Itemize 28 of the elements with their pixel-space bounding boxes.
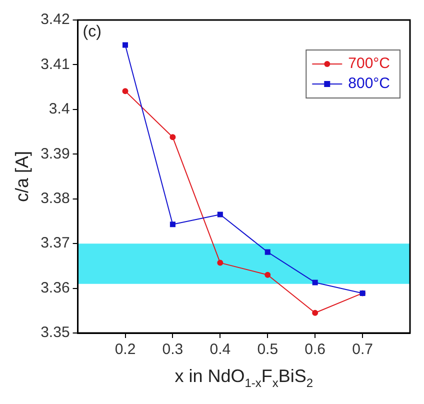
legend-label: 700°C (348, 55, 390, 72)
point (170, 134, 176, 140)
point (122, 88, 128, 94)
point (170, 222, 176, 228)
y-tick-label: 3.35 (40, 324, 70, 342)
y-tick-label: 3.39 (40, 145, 70, 162)
point (312, 310, 318, 316)
point (122, 42, 128, 48)
y-tick-label: 3.37 (40, 234, 70, 252)
x-tick-label: 0.7 (352, 341, 373, 358)
point (217, 212, 223, 218)
x-tick-label: 0.2 (114, 341, 136, 358)
y-tick-label: 3.4 (48, 100, 70, 118)
point (264, 272, 271, 278)
point (217, 260, 224, 266)
y-tick-label: 3.36 (40, 279, 70, 296)
y-tick-label: 3.41 (40, 56, 70, 73)
x-tick-label: 0.4 (210, 341, 231, 358)
y-tick-label: 3.42 (40, 11, 70, 28)
y-axis-title: c/a [A] (12, 150, 32, 202)
legend-label: 800°C (348, 75, 390, 92)
x-tick-label: 0.6 (304, 341, 326, 358)
x-tick-label: 0.5 (257, 341, 278, 358)
point (312, 280, 318, 286)
point (264, 249, 270, 255)
annotation: (c) (82, 23, 102, 40)
x-tick-label: 0.3 (162, 341, 184, 358)
y-tick-label: 3.38 (40, 190, 70, 207)
